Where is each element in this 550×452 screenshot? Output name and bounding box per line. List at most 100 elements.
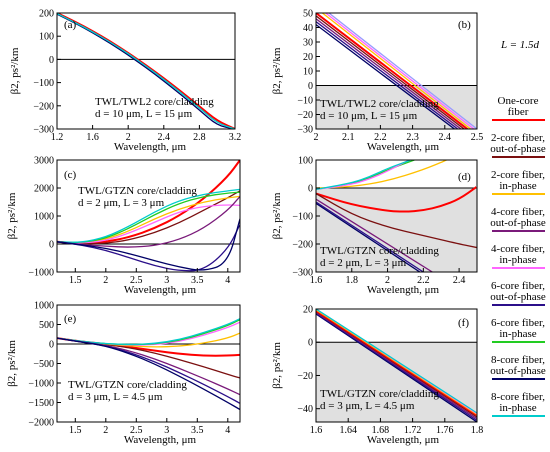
y-tick-label: 2000 — [34, 184, 54, 195]
y-tick-label: 10 — [303, 67, 313, 78]
series-line-9 — [57, 337, 240, 411]
y-tick-label: 1000 — [34, 212, 54, 223]
series-line-1 — [316, 24, 455, 129]
x-tick-label: 1.2 — [51, 132, 64, 143]
x-axis-label: Wavelength, μm — [367, 284, 440, 296]
y-tick-label: −200 — [292, 240, 313, 251]
x-tick-label: 2 — [314, 132, 319, 143]
legend-item: 2-core fiber,in-phase — [491, 169, 545, 195]
series-line-1 — [316, 313, 477, 422]
series-line-8 — [328, 13, 477, 129]
legend-item-label: 4-core fiber, — [491, 206, 545, 218]
legend-note: L = 1.5d — [500, 39, 540, 51]
series-group — [316, 309, 477, 422]
x-axis-label: Wavelength, μm — [114, 141, 187, 153]
x-tick-label: 2 — [126, 132, 131, 143]
y-tick-label: −300 — [292, 268, 313, 279]
y-tick-label: 0 — [49, 340, 54, 351]
legend-item-label: 8-core fiber, — [491, 391, 545, 403]
y-tick-label: 1000 — [34, 301, 54, 312]
y-axis-label: β2, ps²/km — [6, 340, 18, 387]
series-line-6 — [316, 309, 477, 416]
series-line-6 — [316, 160, 412, 191]
x-tick-label: 1.8 — [471, 425, 484, 436]
x-tick-label: 1.6 — [310, 275, 323, 286]
x-tick-label: 1.5 — [69, 275, 82, 286]
x-tick-label: 2.4 — [453, 275, 466, 286]
legend-item-label: in-phase — [499, 254, 536, 266]
legend-item-label: in-phase — [499, 180, 536, 192]
y-tick-label: −100 — [33, 78, 54, 89]
y-tick-label: 100 — [298, 156, 313, 167]
annotation-line: TWL/GTZN core/cladding — [68, 379, 187, 391]
legend-item-label: in-phase — [499, 402, 536, 414]
series-line-6 — [321, 13, 472, 129]
x-tick-label: 2.8 — [193, 132, 206, 143]
y-tick-label: 200 — [39, 9, 54, 20]
series-line-5 — [316, 160, 410, 191]
series-line-8 — [316, 201, 424, 272]
series-line-4 — [316, 15, 465, 129]
y-tick-label: −200 — [33, 101, 54, 112]
panel-label: (c) — [64, 169, 77, 181]
series-line-7 — [325, 13, 475, 129]
legend-item-label: 6-core fiber, — [491, 280, 545, 292]
legend-item: 4-core fiber,in-phase — [491, 243, 545, 269]
x-axis-label: Wavelength, μm — [124, 284, 197, 296]
y-tick-label: −20 — [297, 371, 313, 382]
x-tick-label: 2.2 — [417, 275, 430, 286]
legend-item: 2-core fiber,out-of-phase — [490, 132, 546, 158]
legend-item-label: One-core — [498, 95, 539, 107]
x-tick-label: 2.1 — [342, 132, 355, 143]
legend-item-label: out-of-phase — [490, 143, 546, 155]
x-axis-label: Wavelength, μm — [124, 434, 197, 446]
panel-e: 1.5 2 2.5 3 3.5 4 −2000 −1500 −1000 −500 0 500 1000 W… — [6, 301, 241, 446]
x-tick-label: 2.3 — [406, 132, 419, 143]
annotation-line: d = 10 μm, L = 15 μm — [320, 110, 418, 122]
x-tick-label: 2 — [103, 425, 108, 436]
y-tick-label: 0 — [49, 240, 54, 251]
annotation-line: TWL/TWL2 core/cladding — [320, 98, 439, 110]
x-tick-label: 2.4 — [158, 132, 171, 143]
panel-a: 1.2 1.6 2 2.4 2.8 3.2 −300 −200 −100 0 100 200 Wavel… — [9, 9, 241, 154]
y-tick-label: 0 — [308, 338, 313, 349]
series-line-5 — [316, 309, 477, 417]
x-axis-label: Wavelength, μm — [367, 141, 440, 153]
legend-item: 4-core fiber,out-of-phase — [490, 206, 546, 232]
legend-item-label: fiber — [508, 106, 529, 118]
series-line-1 — [316, 185, 477, 213]
series-line-2 — [57, 13, 235, 129]
series-group — [57, 13, 235, 129]
annotation-line: d = 2 μm, L = 3 μm — [320, 257, 407, 269]
y-tick-label: 0 — [308, 184, 313, 195]
y-axis-label: β2, ps²/km — [271, 192, 283, 239]
series-line-4 — [57, 204, 240, 244]
panel-label: (f) — [458, 317, 469, 329]
annotation-line: TWL/TWL2 core/cladding — [95, 96, 214, 108]
plot-frame — [56, 12, 236, 130]
y-axis-label: β2, ps²/km — [6, 192, 18, 239]
y-axis-label: β2, ps²/km — [9, 47, 21, 94]
y-tick-label: −2000 — [28, 418, 54, 429]
series-line-2 — [316, 312, 477, 421]
legend-item-label: out-of-phase — [490, 217, 546, 229]
x-tick-label: 2.5 — [130, 425, 143, 436]
series-line-3 — [57, 13, 235, 129]
panel-f: 1.6 1.64 1.68 1.72 1.76 1.8 −40 −20 0 20 Wavelengt… — [271, 305, 483, 447]
x-tick-label: 1.76 — [436, 425, 454, 436]
y-tick-label: 0 — [49, 55, 54, 66]
x-tick-label: 2 — [385, 275, 390, 286]
legend-item: 6-core fiber,in-phase — [491, 317, 545, 343]
x-tick-label: 1.8 — [346, 275, 359, 286]
y-tick-label: −1000 — [28, 268, 54, 279]
x-tick-label: 1.6 — [310, 425, 323, 436]
x-tick-label: 1.64 — [339, 425, 357, 436]
panel-b: 2 2.1 2.2 2.3 2.4 2.5 −30 −20 −10 0 10 20 30 40 50 Wave… — [271, 9, 483, 154]
series-line-5 — [316, 13, 469, 129]
panel-label: (d) — [458, 171, 471, 183]
x-tick-label: 3 — [164, 425, 169, 436]
y-tick-label: −20 — [297, 110, 313, 121]
y-tick-label: 50 — [303, 9, 313, 20]
